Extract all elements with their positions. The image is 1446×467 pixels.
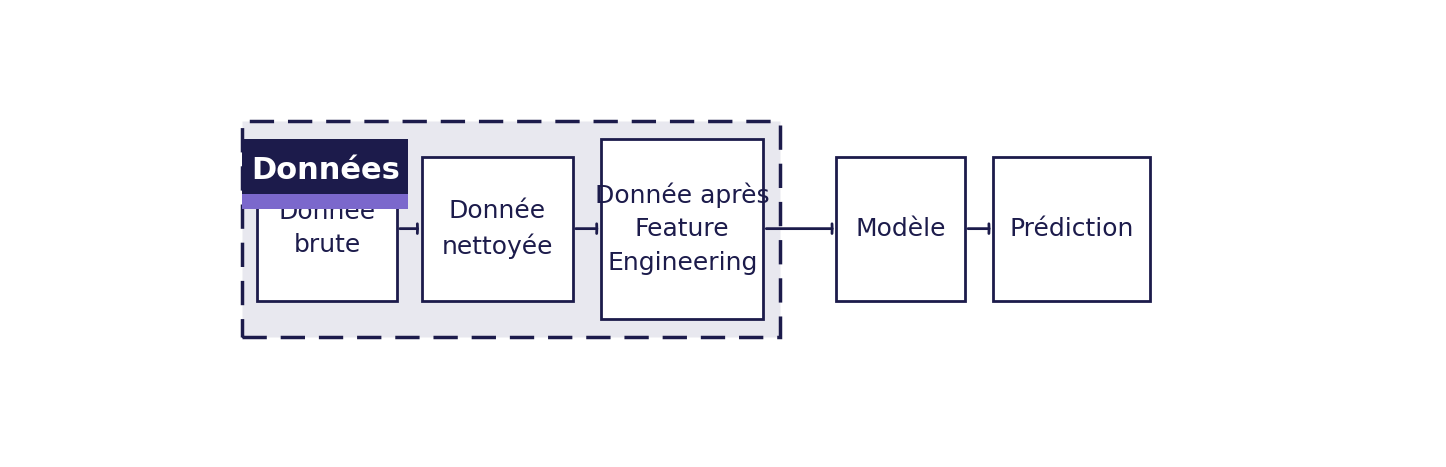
- FancyBboxPatch shape: [243, 194, 408, 209]
- Text: Donnée
brute: Donnée brute: [279, 200, 376, 257]
- FancyBboxPatch shape: [243, 121, 781, 337]
- FancyBboxPatch shape: [602, 139, 763, 318]
- FancyBboxPatch shape: [422, 157, 573, 301]
- FancyBboxPatch shape: [257, 157, 398, 301]
- Text: Donnée après
Feature
Engineering: Donnée après Feature Engineering: [594, 183, 769, 275]
- Text: Prédiction: Prédiction: [1009, 217, 1134, 241]
- FancyBboxPatch shape: [993, 157, 1150, 301]
- Text: Données: Données: [250, 156, 399, 185]
- FancyBboxPatch shape: [836, 157, 966, 301]
- Text: Modèle: Modèle: [856, 217, 946, 241]
- FancyBboxPatch shape: [243, 139, 408, 202]
- Text: Donnée
nettoyée: Donnée nettoyée: [441, 199, 552, 259]
